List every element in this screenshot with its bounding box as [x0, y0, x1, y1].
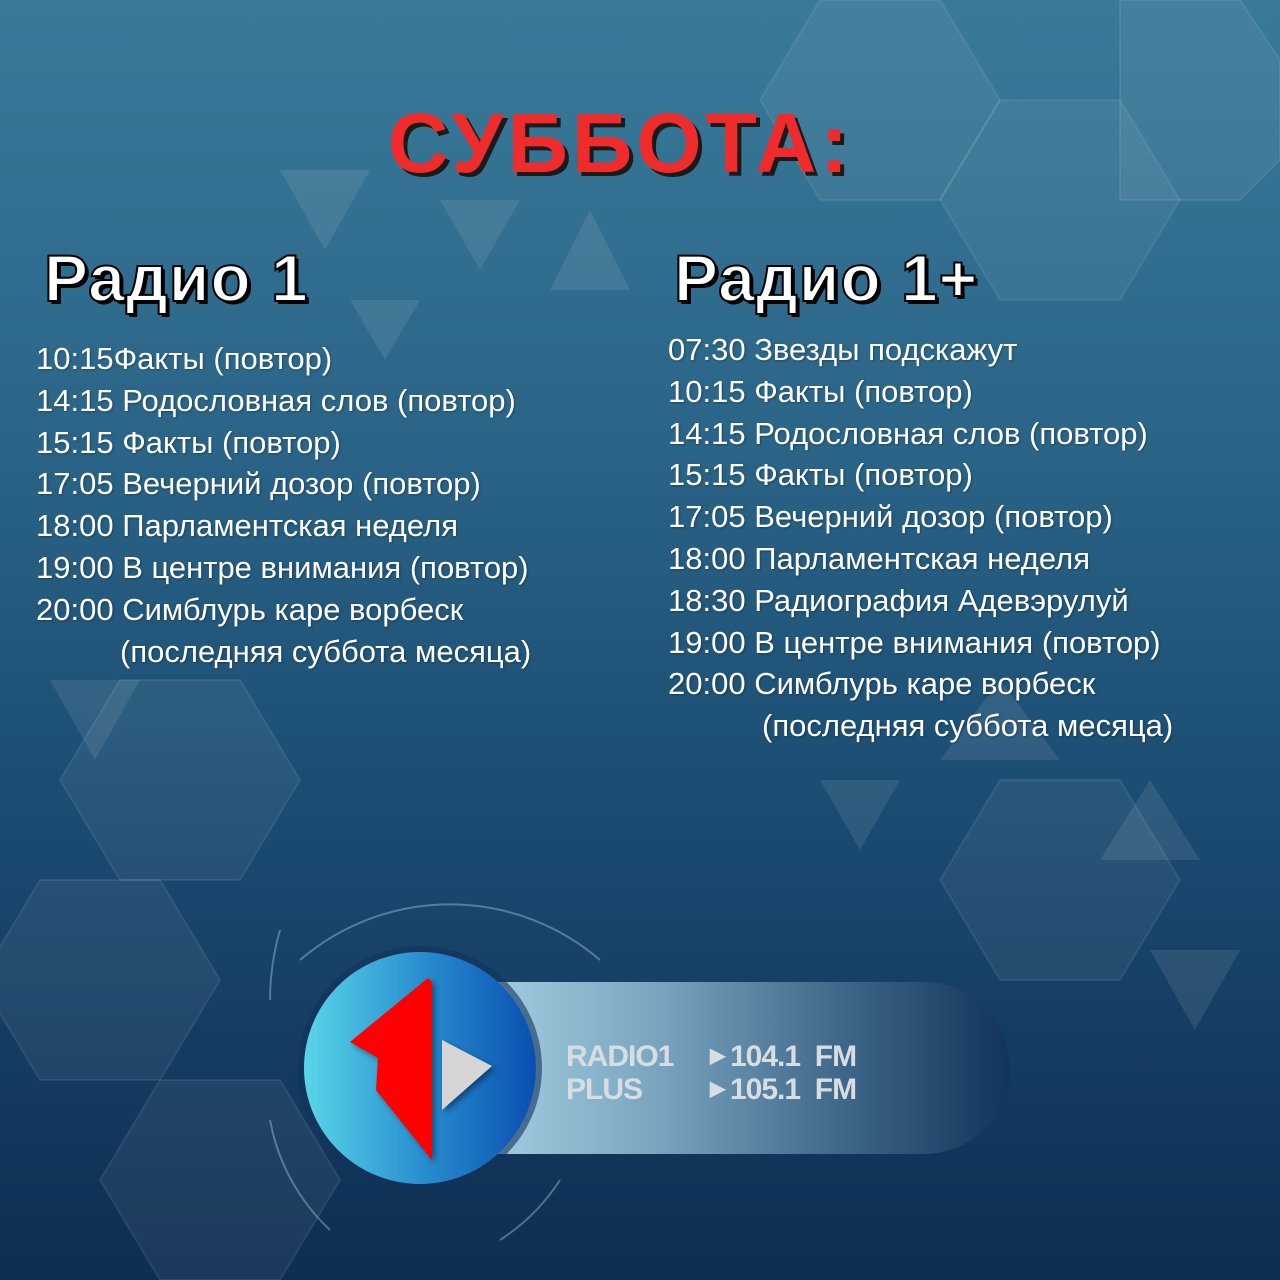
schedule-item: 07:30 Звезды подскажут	[668, 332, 1018, 367]
logo-band	[460, 982, 1010, 1154]
radio1-schedule: 10:15Факты (повтор) 14:15 Родословная сл…	[36, 338, 531, 672]
logo-freq-2: 105.1 FM	[730, 1073, 857, 1106]
radio1plus-schedule: 07:30 Звезды подскажут 10:15 Факты (повт…	[668, 329, 1173, 747]
schedule-item: 18:00 Парламентская неделя	[36, 508, 458, 544]
schedule-item: 20:00 Симблурь каре ворбеск	[36, 591, 464, 627]
schedule-note: (последняя суббота месяца)	[120, 633, 532, 669]
schedule-item: 18:00 Парламентская неделя	[668, 540, 1090, 576]
schedule-item: 15:15 Факты (повтор)	[668, 457, 973, 493]
play-triangle-icon: ▶	[710, 1078, 725, 1100]
schedule-item: 19:00 В центре внимания (повтор)	[36, 549, 529, 585]
radio1-heading: Радио 1	[43, 240, 309, 316]
schedule-item: 17:05 Вечерний дозор (повтор)	[668, 499, 1113, 535]
schedule-item: 19:00 В центре внимания (повтор)	[668, 624, 1161, 660]
schedule-item: 14:15 Родословная слов (повтор)	[668, 415, 1148, 451]
logo-one-arrow-icon	[350, 978, 492, 1160]
logo-plus-label: PLUS	[566, 1073, 643, 1106]
logo-freq-1: 104.1 FM	[730, 1040, 857, 1073]
page-title: СУББОТА:	[387, 96, 853, 190]
play-triangle-icon: ▶	[710, 1045, 725, 1067]
logo-radio1-label: RADIO1	[566, 1040, 674, 1073]
schedule-item: 10:15Факты (повтор)	[36, 341, 333, 376]
schedule-item: 18:30 Радиография Адевэрулуй	[668, 582, 1129, 618]
schedule-note: (последняя суббота месяца)	[762, 708, 1174, 744]
schedule-item: 14:15 Родословная слов (повтор)	[36, 382, 516, 418]
radio1-logo: RADIO1 PLUS ▶ ▶ 104.1 FM 105.1 FM	[300, 950, 1020, 1190]
schedule-item: 17:05 Вечерний дозор (повтор)	[36, 466, 481, 502]
schedule-item: 10:15 Факты (повтор)	[668, 373, 973, 409]
schedule-item: 20:00 Симблурь каре ворбеск	[668, 666, 1096, 702]
radio1plus-heading: Радио 1+	[673, 240, 979, 316]
schedule-item: 15:15 Факты (повтор)	[36, 424, 341, 460]
